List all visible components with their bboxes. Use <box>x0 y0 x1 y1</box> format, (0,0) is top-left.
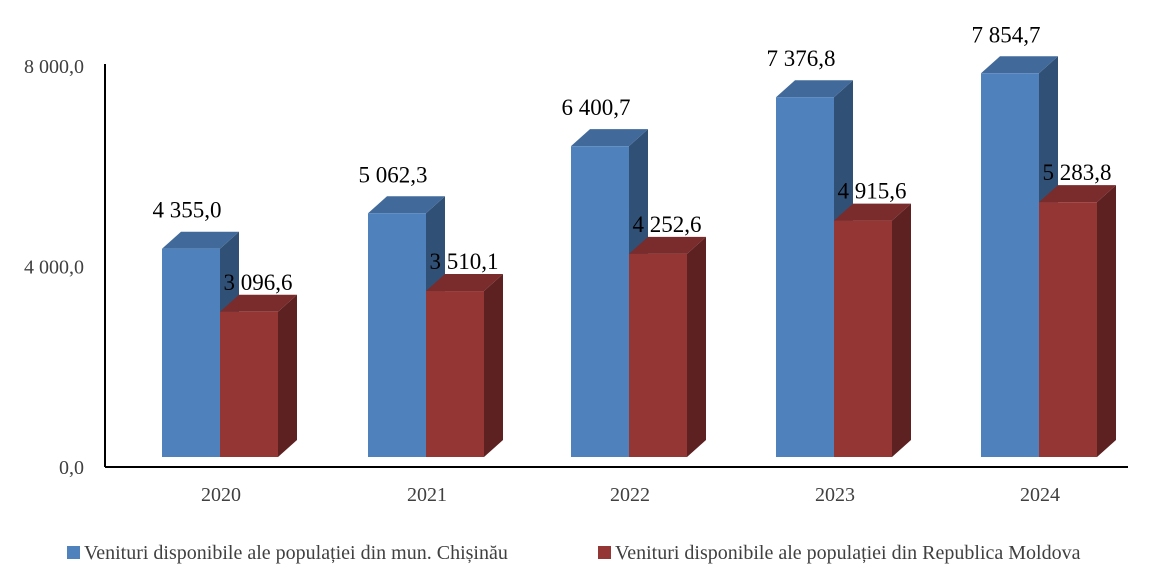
y-tick-label: 0,0 <box>59 457 84 479</box>
legend-swatch-moldova <box>598 546 611 559</box>
x-tick-label: 2022 <box>610 484 650 506</box>
y-tick-label: 4 000,0 <box>24 257 84 279</box>
chart-data-labels: 4 355,0 5 062,3 6 400,7 7 376,8 7 854,7 3 096… <box>153 22 1112 294</box>
data-label-moldova-2022: 4 252,6 <box>633 212 702 237</box>
bar-moldova-2022 <box>629 236 706 457</box>
legend-item-moldova: Venituri disponibile ale populației din … <box>598 542 1080 565</box>
x-tick-label: 2024 <box>1020 484 1060 506</box>
x-tick-label: 2023 <box>815 484 855 506</box>
data-label-moldova-2024: 5 283,8 <box>1043 160 1112 185</box>
legend-label-chisinau: Venituri disponibile ale populației din … <box>84 542 508 564</box>
data-label-chisinau-2023: 7 376,8 <box>767 46 836 71</box>
data-label-chisinau-2024: 7 854,7 <box>972 22 1041 47</box>
bar-moldova-2024 <box>1039 185 1116 457</box>
chart-bars <box>162 56 1116 458</box>
y-tick-label: 8 000,0 <box>24 56 84 78</box>
bar-moldova-2021 <box>426 274 503 457</box>
data-label-moldova-2020: 3 096,6 <box>224 270 293 295</box>
legend: Venituri disponibile ale populației din … <box>0 542 1159 566</box>
data-label-moldova-2021: 3 510,1 <box>430 249 499 274</box>
legend-label-moldova: Venituri disponibile ale populației din … <box>615 542 1081 564</box>
x-tick-label: 2021 <box>407 484 447 506</box>
legend-item-chisinau: Venituri disponibile ale populației din … <box>67 542 508 565</box>
data-label-chisinau-2020: 4 355,0 <box>153 198 222 223</box>
x-tick-label: 2020 <box>201 484 241 506</box>
bar-moldova-2023 <box>834 203 911 457</box>
data-label-moldova-2023: 4 915,6 <box>838 179 907 204</box>
bar-chisinau-2023 <box>776 80 853 457</box>
bar-moldova-2020 <box>220 294 297 457</box>
data-label-chisinau-2022: 6 400,7 <box>562 95 631 120</box>
data-label-chisinau-2021: 5 062,3 <box>359 162 428 187</box>
legend-swatch-chisinau <box>67 546 80 559</box>
chart-axes: 0,0 4 000,0 8 000,0 2020 2021 2022 2023 2024 <box>24 56 1128 506</box>
